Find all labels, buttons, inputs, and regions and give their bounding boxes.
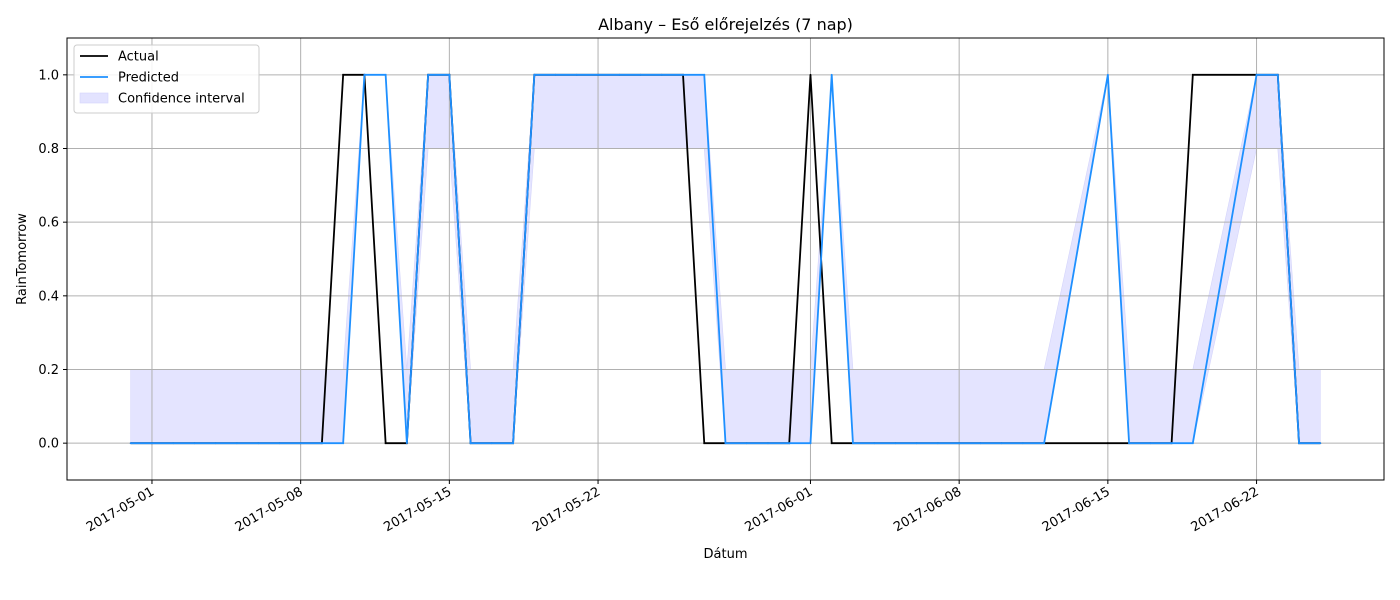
axes-frame xyxy=(66,37,1385,481)
predicted-data-point xyxy=(554,73,557,76)
legend-box xyxy=(73,44,260,114)
predicted-data-point xyxy=(1000,442,1003,445)
predicted-data-point xyxy=(1043,442,1046,445)
y-tick-label: 0.0 xyxy=(38,437,59,452)
y-tick-label: 0.2 xyxy=(38,363,59,378)
predicted-data-point xyxy=(1319,442,1322,445)
legend-actual-label: Actual xyxy=(118,50,159,65)
predicted-data-point xyxy=(512,442,514,445)
predicted-data-point xyxy=(703,73,706,76)
predicted-data-point xyxy=(469,442,472,445)
predicted-data-point xyxy=(299,442,302,445)
predicted-data-point xyxy=(533,73,536,76)
predicted-data-point xyxy=(915,442,918,445)
predicted-data-point xyxy=(129,442,132,445)
predicted-data-point xyxy=(1106,73,1109,76)
actual-data-point xyxy=(1191,73,1194,76)
predicted-data-point xyxy=(214,442,217,445)
predicted-data-point xyxy=(405,442,408,445)
y-axis-label: RainTomorrow xyxy=(15,213,30,305)
predicted-data-point xyxy=(788,442,791,445)
predicted-data-point xyxy=(958,442,961,445)
actual-data-point xyxy=(809,73,812,76)
predicted-data-point xyxy=(767,442,769,445)
actual-data-point xyxy=(342,73,345,76)
predicted-data-point xyxy=(172,442,175,445)
predicted-data-point xyxy=(745,442,748,445)
predicted-data-point xyxy=(490,442,493,445)
predicted-data-point xyxy=(597,73,599,76)
predicted-data-point xyxy=(321,442,323,445)
predicted-data-point xyxy=(1128,442,1130,445)
predicted-data-point xyxy=(236,442,238,445)
predicted-data-point xyxy=(427,73,430,76)
predicted-data-point xyxy=(682,73,684,76)
predicted-data-point xyxy=(1191,442,1194,445)
predicted-data-point xyxy=(1021,442,1024,445)
predicted-data-point xyxy=(1170,442,1173,445)
predicted-data-point xyxy=(257,442,260,445)
predicted-data-point xyxy=(894,442,897,445)
predicted-data-point xyxy=(384,73,387,76)
x-axis-label: Dátum xyxy=(704,547,748,562)
predicted-data-point xyxy=(1255,73,1258,76)
predicted-data-point xyxy=(809,442,812,445)
predicted-data-point xyxy=(724,442,727,445)
legend: Actual Predicted Confidence interval xyxy=(73,44,260,114)
legend-confidence-swatch xyxy=(79,92,109,104)
predicted-data-point xyxy=(1276,73,1279,76)
y-tick-label: 1.0 xyxy=(38,68,59,83)
y-tick-label: 0.4 xyxy=(38,289,59,304)
actual-data-point xyxy=(703,442,706,445)
actual-data-point xyxy=(830,442,833,445)
predicted-data-point xyxy=(873,442,876,445)
y-tick-label: 0.8 xyxy=(38,142,59,157)
predicted-data-point xyxy=(852,442,854,445)
predicted-data-point xyxy=(639,73,642,76)
predicted-data-point xyxy=(575,73,578,76)
actual-data-point xyxy=(1106,442,1109,445)
legend-confidence-label: Confidence interval xyxy=(118,92,245,107)
predicted-data-point xyxy=(363,73,366,76)
predicted-data-point xyxy=(979,442,982,445)
predicted-data-point xyxy=(448,73,451,76)
series-layer xyxy=(129,73,1322,445)
predicted-data-point xyxy=(193,442,196,445)
predicted-data-point xyxy=(937,442,939,445)
legend-predicted-label: Predicted xyxy=(118,71,179,86)
predicted-data-point xyxy=(1298,442,1300,445)
y-tick-label: 0.6 xyxy=(38,216,59,231)
predicted-data-point xyxy=(1149,442,1152,445)
predicted-data-point xyxy=(278,442,281,445)
predicted-data-point xyxy=(830,73,833,76)
predicted-data-point xyxy=(151,442,153,445)
predicted-data-point xyxy=(660,73,663,76)
actual-data-point xyxy=(384,442,387,445)
predicted-data-point xyxy=(342,442,345,445)
chart-title: Albany – Eső előrejelzés (7 nap) xyxy=(598,15,853,34)
predicted-data-point xyxy=(618,73,621,76)
